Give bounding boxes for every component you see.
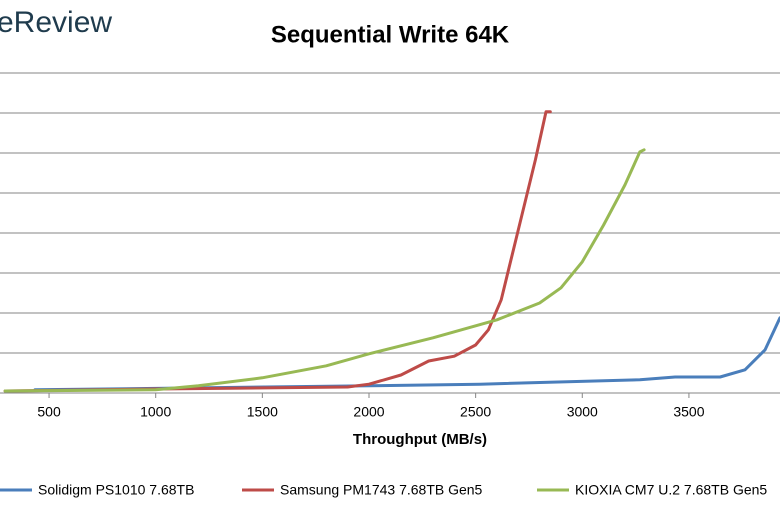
series-line bbox=[3, 148, 646, 393]
x-tick-label: 1000 bbox=[140, 404, 171, 420]
legend-label: Solidigm PS1010 7.68TB bbox=[38, 482, 194, 498]
logo: eReview bbox=[0, 6, 112, 39]
legend-label: KIOXIA CM7 U.2 7.68TB Gen5 bbox=[575, 482, 767, 498]
x-tick-label: 1500 bbox=[247, 404, 278, 420]
x-tick-label: 2000 bbox=[353, 404, 384, 420]
x-axis-label: Throughput (MB/s) bbox=[353, 431, 487, 448]
x-tick-label: 500 bbox=[37, 404, 61, 420]
series-line bbox=[3, 110, 552, 393]
x-tick-label: 3000 bbox=[567, 404, 598, 420]
legend-label: Samsung PM1743 7.68TB Gen5 bbox=[280, 482, 483, 498]
chart-title: Sequential Write 64K bbox=[271, 21, 510, 48]
x-tick-label: 2500 bbox=[460, 404, 491, 420]
x-tick-label: 3500 bbox=[673, 404, 704, 420]
series-line bbox=[33, 316, 780, 392]
